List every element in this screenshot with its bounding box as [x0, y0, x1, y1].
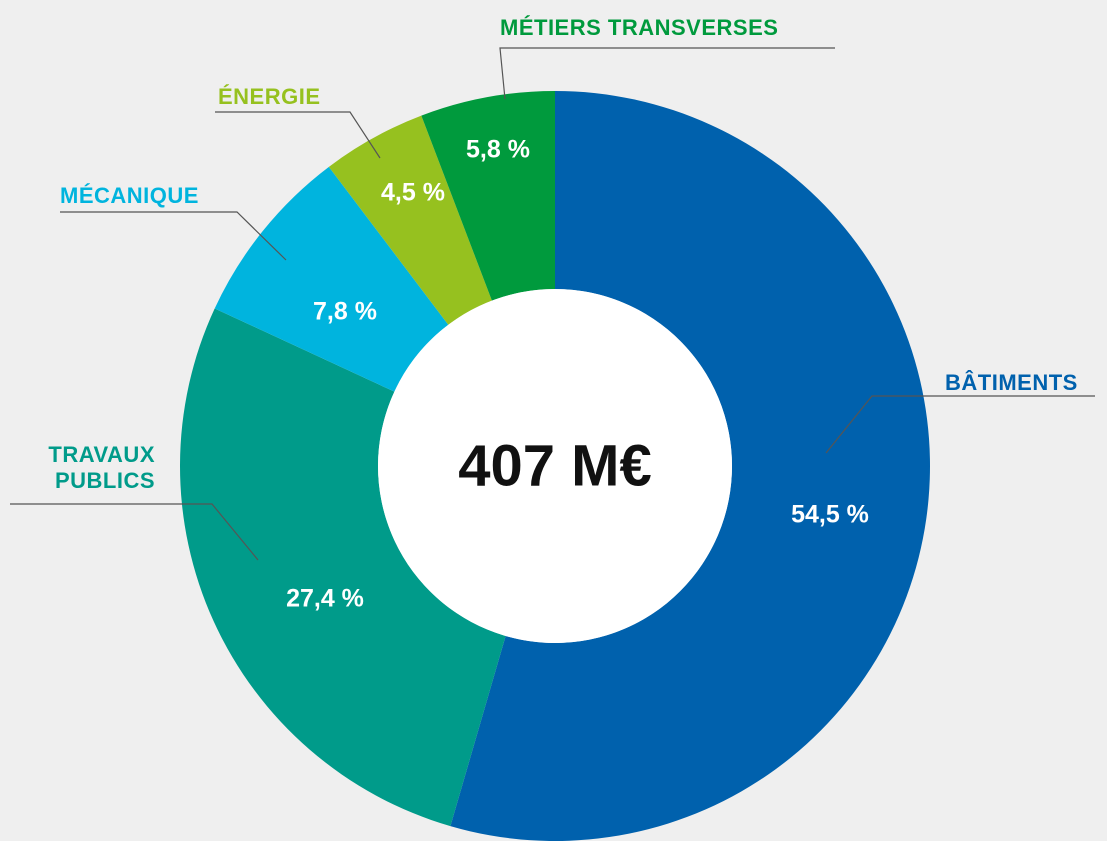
value-label: 54,5 %: [791, 501, 869, 529]
category-label: MÉCANIQUE: [60, 183, 199, 208]
leader-line: [60, 211, 287, 261]
leader-line: [499, 47, 835, 100]
category-label: BÂTIMENTS: [945, 370, 1078, 395]
leader-line: [10, 503, 259, 561]
value-label: 27,4 %: [286, 585, 364, 613]
category-label: TRAVAUX PUBLICS: [48, 442, 155, 493]
donut-slice: [180, 308, 506, 827]
value-label: 5,8 %: [466, 136, 530, 164]
leader-line: [825, 395, 1095, 454]
donut-slice: [450, 91, 930, 841]
donut-slice: [421, 91, 555, 301]
value-label: 4,5 %: [381, 179, 445, 207]
donut-hole: [378, 289, 732, 643]
category-label: ÉNERGIE: [218, 84, 321, 109]
category-label: MÉTIERS TRANSVERSES: [500, 15, 779, 40]
donut-slice: [214, 166, 449, 392]
leader-line: [215, 111, 381, 159]
center-total: 407 M€: [458, 433, 651, 498]
value-label: 7,8 %: [313, 298, 377, 326]
donut-slice: [328, 115, 492, 325]
